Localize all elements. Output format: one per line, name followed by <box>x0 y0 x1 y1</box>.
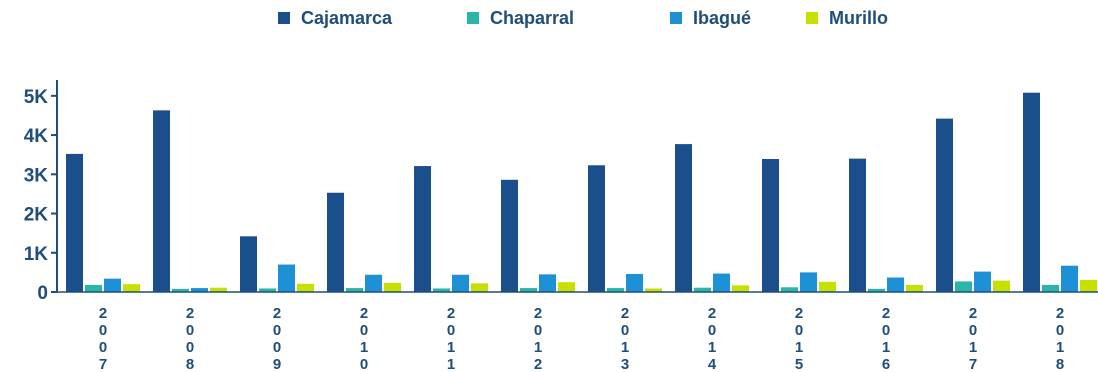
bar-chaparral-2014 <box>694 287 711 292</box>
y-tick-label-1: 1K <box>24 244 49 265</box>
legend-label-2: Ibagué <box>693 8 751 28</box>
bar-ibagu--2014 <box>713 273 730 292</box>
y-axis: 0 1K 2K 3K 4K 5K <box>24 80 58 304</box>
y-tick-label-2: 2K <box>24 205 49 226</box>
bar-murillo-2016 <box>906 284 923 292</box>
chart-legend: Cajamarca Chaparral Ibagué Murillo <box>278 8 888 28</box>
y-tick-label-3: 3K <box>24 165 49 186</box>
bar-chaparral-2008 <box>172 288 189 292</box>
bar-chaparral-2013 <box>607 288 624 292</box>
bar-cajamarca-2015 <box>762 159 779 292</box>
x-axis: 2 0 0 7 2 0 0 8 2 0 0 9 2 0 1 0 2 0 1 1 2 0 1 2 2 0 1 3 2 0 1 4 2 0 1 5 2 0 1 6… <box>57 291 1098 372</box>
legend-swatch-1 <box>467 12 479 24</box>
bar-cajamarca-2009 <box>240 236 257 292</box>
bar-cajamarca-2007 <box>66 153 83 292</box>
bar-chaparral-2011 <box>433 288 450 292</box>
legend-label-1: Chaparral <box>490 8 574 28</box>
legend-label-0: Cajamarca <box>301 8 393 28</box>
bar-ibagu--2007 <box>104 278 121 292</box>
y-tick-label-4: 4K <box>24 126 49 147</box>
bar-ibagu--2017 <box>974 271 991 292</box>
bar-ibagu--2012 <box>539 274 556 292</box>
bar-chaparral-2018 <box>1042 284 1059 292</box>
bar-ibagu--2011 <box>452 274 469 292</box>
bar-cajamarca-2013 <box>588 165 605 292</box>
bar-chaparral-2010 <box>346 288 363 292</box>
bar-murillo-2008 <box>210 287 227 292</box>
y-tick-label-0: 0 <box>37 283 48 304</box>
bar-ibagu--2016 <box>887 277 904 292</box>
bar-ibagu--2009 <box>278 264 295 292</box>
legend-swatch-0 <box>278 12 290 24</box>
bar-cajamarca-2014 <box>675 144 692 292</box>
bar-murillo-2010 <box>384 282 401 292</box>
bar-murillo-2009 <box>297 283 314 292</box>
bar-murillo-2017 <box>993 280 1010 292</box>
bar-ibagu--2008 <box>191 288 208 292</box>
legend-swatch-2 <box>670 12 682 24</box>
y-tick-label-5: 5K <box>24 87 49 108</box>
bar-chaparral-2009 <box>259 288 276 292</box>
bar-ibagu--2015 <box>800 272 817 292</box>
bar-murillo-2014 <box>732 285 749 292</box>
bar-cajamarca-2010 <box>327 192 344 292</box>
legend-label-3: Murillo <box>829 8 888 28</box>
bar-cajamarca-2017 <box>936 118 953 292</box>
bar-murillo-2013 <box>645 288 662 292</box>
bar-chaparral-2007 <box>85 284 102 292</box>
bar-murillo-2007 <box>123 284 140 292</box>
bar-cajamarca-2016 <box>849 158 866 292</box>
bar-cajamarca-2012 <box>501 179 518 292</box>
bar-chaparral-2017 <box>955 281 972 292</box>
bar-chaparral-2016 <box>868 288 885 292</box>
legend-swatch-3 <box>806 12 818 24</box>
bar-chaparral-2015 <box>781 287 798 292</box>
bar-cajamarca-2018 <box>1023 92 1040 292</box>
bar-ibagu--2018 <box>1061 265 1078 292</box>
bar-chaparral-2012 <box>520 288 537 292</box>
bar-cajamarca-2008 <box>153 110 170 292</box>
bar-ibagu--2013 <box>626 273 643 292</box>
bar-cajamarca-2011 <box>414 166 431 292</box>
bar-ibagu--2010 <box>365 274 382 292</box>
bar-murillo-2015 <box>819 281 836 292</box>
bar-series-group <box>66 92 1097 292</box>
bar-murillo-2012 <box>558 282 575 292</box>
bar-murillo-2011 <box>471 283 488 292</box>
bar-murillo-2018 <box>1080 279 1097 292</box>
